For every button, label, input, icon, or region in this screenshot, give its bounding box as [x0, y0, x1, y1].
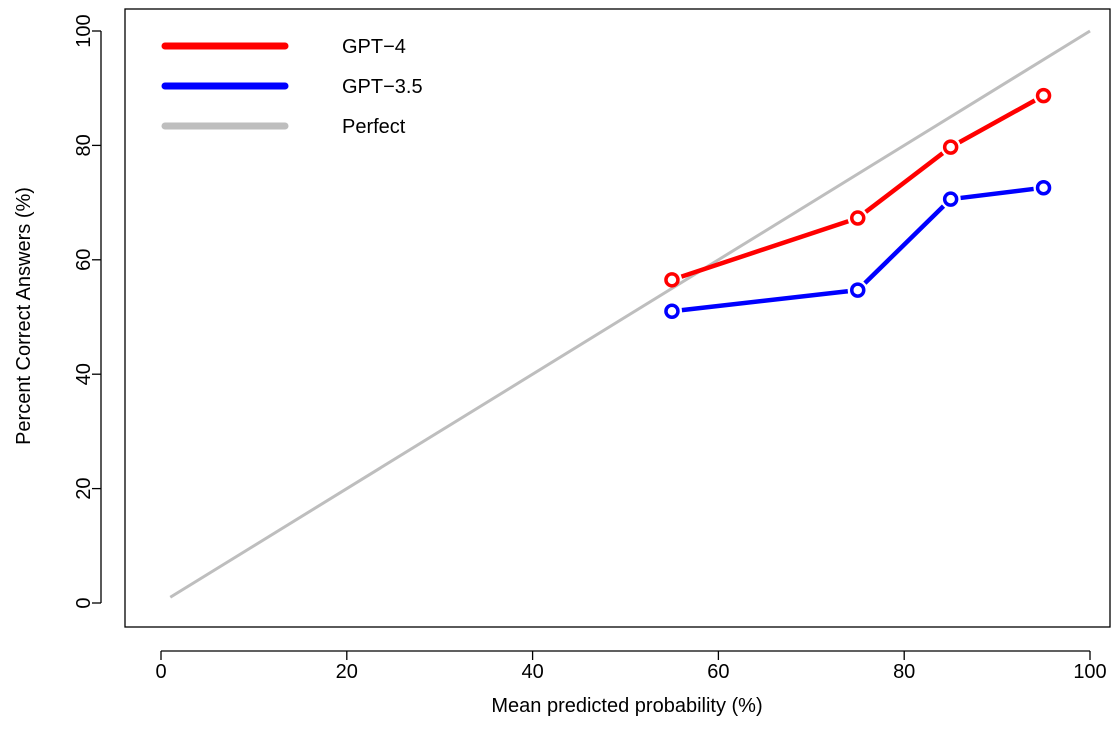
legend-label-gpt-3-5: GPT−3.5: [342, 76, 423, 98]
series-segment-gpt-3-5: [863, 204, 946, 285]
x-tick-label: 20: [336, 661, 358, 683]
data-point-gpt-4: [850, 210, 866, 226]
x-axis-label: Mean predicted probability (%): [491, 695, 762, 717]
data-point-gpt-3-5: [664, 303, 680, 320]
data-point-gpt-3-5: [850, 282, 866, 298]
legend-label-gpt-4: GPT−4: [342, 36, 406, 58]
plot-frame: [124, 8, 1111, 628]
data-point-gpt-3-5: [942, 191, 959, 207]
x-tick-label: 40: [521, 661, 543, 683]
y-tick-label: 0: [73, 597, 95, 608]
series-layer: [169, 29, 1091, 599]
data-point-gpt-4: [1035, 87, 1052, 104]
series-segment-gpt-4: [958, 98, 1036, 145]
y-tick-label: 100: [73, 14, 95, 47]
series-segment-gpt-3-5: [681, 289, 849, 313]
y-axis-label: Percent Correct Answers (%): [13, 187, 35, 445]
y-tick-label: 20: [73, 477, 95, 499]
legend: GPT−4 GPT−3.5 Perfect: [161, 36, 423, 138]
series-segment-gpt-3-5: [960, 186, 1034, 201]
x-tick-label: 80: [893, 661, 915, 683]
x-tick-label: 100: [1073, 661, 1106, 683]
series-line-perfect: [169, 29, 1091, 599]
x-tick-label: 0: [155, 661, 166, 683]
data-point-gpt-3-5: [1035, 179, 1052, 196]
plot-box: [124, 8, 1111, 628]
y-tick-label: 40: [73, 363, 95, 385]
axes-layer: 0 20 40 60 80 100 0 20 40 60 80 100: [73, 14, 1107, 683]
y-tick-label: 60: [73, 249, 95, 271]
y-tick-label: 80: [73, 134, 95, 156]
legend-label-perfect: Perfect: [342, 116, 406, 138]
series-segment-gpt-4: [680, 219, 849, 279]
series-segment-gpt-4: [864, 151, 945, 214]
data-point-gpt-4: [664, 272, 680, 288]
data-point-gpt-4: [942, 139, 959, 155]
x-tick-label: 60: [707, 661, 729, 683]
